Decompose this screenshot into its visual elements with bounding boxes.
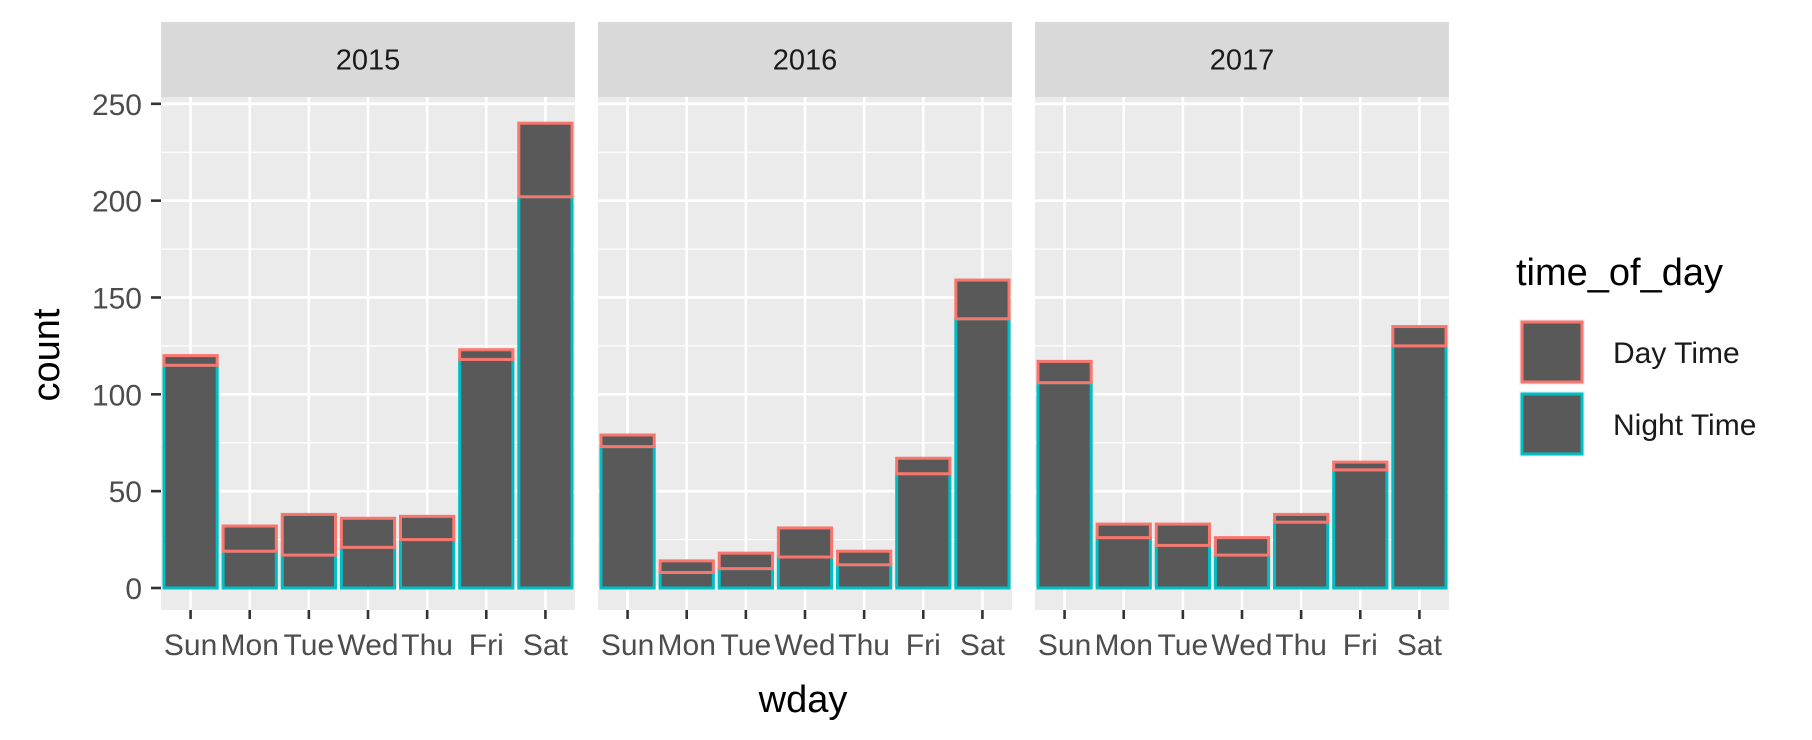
x-tick-label: Wed — [337, 629, 398, 662]
bar-night-time — [717, 567, 774, 590]
bar-night-time — [1213, 553, 1271, 590]
x-tick-label: Thu — [838, 629, 890, 662]
x-tick-label: Thu — [1275, 629, 1327, 662]
bar-day-time — [399, 514, 456, 542]
bar-night-time — [954, 317, 1011, 590]
x-tick-label: Wed — [774, 629, 835, 662]
bar-day-time — [717, 551, 774, 571]
bar-day-time — [339, 516, 397, 549]
bar-day-time — [776, 526, 834, 559]
x-tick-label: Mon — [221, 629, 279, 662]
y-tick-label: 0 — [125, 573, 142, 606]
bar-night-time — [895, 472, 952, 590]
x-tick-label: Sun — [164, 629, 217, 662]
legend-label: Day Time — [1613, 337, 1740, 370]
y-tick-label: 150 — [92, 282, 142, 315]
facet-panel-2017: 2017 Sun Mon Tue Wed Thu Fri Sat — [1035, 22, 1449, 662]
x-tick-label: Tue — [721, 629, 772, 662]
bar-night-time — [221, 549, 278, 590]
y-tick-label: 250 — [92, 89, 142, 122]
bar-night-time — [1095, 536, 1152, 590]
bar-day-time — [836, 549, 893, 567]
facet-strip-label: 2017 — [1210, 45, 1275, 77]
bar-day-time — [221, 524, 278, 553]
bar-day-time — [895, 456, 952, 476]
bar-day-time — [1095, 522, 1152, 540]
facet-panel-2015: 2015 Sun Mon Tue Wed Thu Fri Sat — [161, 22, 575, 662]
bar-day-time — [1391, 325, 1448, 348]
bar-night-time — [1332, 468, 1389, 590]
bar-night-time — [280, 553, 337, 590]
y-tick-label: 200 — [92, 186, 142, 219]
y-axis: 0 50 100 150 200 250 — [92, 89, 161, 606]
bar-day-time — [1036, 359, 1093, 385]
legend-label: Night Time — [1613, 409, 1756, 442]
facet-strip-label: 2016 — [773, 45, 838, 77]
y-tick-label: 50 — [109, 476, 142, 509]
bar-night-time — [658, 571, 715, 590]
facet-strip — [161, 22, 575, 97]
x-tick-label: Sun — [601, 629, 654, 662]
x-tick-label: Tue — [284, 629, 335, 662]
y-tick-label: 100 — [92, 379, 142, 412]
x-tick-label: Tue — [1158, 629, 1209, 662]
bar-night-time — [1273, 520, 1330, 590]
x-tick-label: Mon — [658, 629, 716, 662]
facet-strip — [1035, 22, 1449, 97]
x-tick-label: Sat — [1397, 629, 1443, 662]
bar-night-time — [1154, 543, 1211, 590]
bar-night-time — [1391, 344, 1448, 590]
x-tick-label: Sun — [1038, 629, 1091, 662]
x-tick-label: Wed — [1211, 629, 1272, 662]
bar-day-time — [1213, 536, 1271, 557]
x-tick-label: Fri — [1343, 629, 1378, 662]
legend-title: time_of_day — [1516, 252, 1723, 294]
x-tick-label: Fri — [906, 629, 941, 662]
bar-day-time — [458, 348, 515, 361]
bar-day-time — [517, 121, 574, 199]
x-tick-label: Sat — [523, 629, 569, 662]
bar-night-time — [339, 545, 397, 590]
x-tick-label: Sat — [960, 629, 1006, 662]
legend-key — [1520, 392, 1584, 456]
bar-night-time — [836, 563, 893, 590]
facet-panel-2016: 2016 Sun Mon Tue Wed Thu Fri Sat — [598, 22, 1012, 662]
bar-night-time — [399, 538, 456, 590]
bar-day-time — [162, 354, 219, 367]
y-axis-title: count — [26, 308, 68, 401]
x-axis-title: wday — [758, 679, 848, 721]
facet-strip-label: 2015 — [336, 45, 401, 77]
facet-strip — [598, 22, 1012, 97]
bar-night-time — [458, 357, 515, 590]
x-tick-label: Mon — [1095, 629, 1153, 662]
bar-night-time — [1036, 381, 1093, 590]
bar-day-time — [658, 559, 715, 575]
bar-night-time — [162, 363, 219, 590]
bar-day-time — [1273, 512, 1330, 524]
legend-key — [1520, 320, 1584, 384]
bar-day-time — [1154, 522, 1211, 547]
bar-day-time — [599, 433, 656, 449]
bar-night-time — [776, 555, 834, 590]
x-tick-label: Fri — [469, 629, 504, 662]
bar-night-time — [517, 195, 574, 590]
bar-day-time — [280, 512, 337, 557]
x-tick-label: Thu — [401, 629, 453, 662]
bar-day-time — [1332, 460, 1389, 472]
legend: time_of_day Day Time Night Time — [1516, 252, 1756, 457]
bar-night-time — [599, 445, 656, 590]
bar-day-time — [954, 278, 1011, 321]
